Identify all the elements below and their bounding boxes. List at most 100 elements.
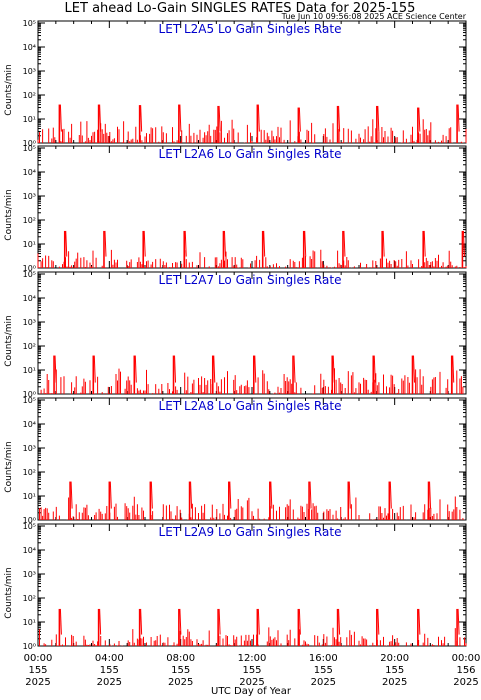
y-tick-label: 10³: [23, 67, 36, 76]
spike-tail: [377, 105, 380, 132]
y-tick-label: 10⁰: [23, 139, 36, 148]
y-tick-label: 10⁵: [23, 144, 36, 153]
spike-tail: [213, 355, 216, 383]
spike-tail: [457, 608, 460, 635]
spike-tail: [99, 608, 102, 635]
spike-tail: [257, 608, 260, 635]
spike-tail: [382, 230, 385, 257]
y-tick-label: 10⁰: [23, 390, 36, 399]
x-tick-label-line: 2025: [382, 677, 407, 688]
baseline-noise: [37, 249, 467, 268]
x-tick-label-line: 155: [28, 665, 47, 676]
spike-tail: [140, 608, 143, 635]
spike-tail: [338, 105, 341, 132]
panel-frame: [37, 523, 467, 647]
y-tick-label: 10³: [23, 570, 36, 579]
x-tick-label-line: 156: [456, 665, 475, 676]
spike-tail: [257, 104, 260, 132]
spike-tail: [298, 107, 301, 132]
x-tick-label-line: 20:00: [380, 653, 409, 664]
y-tick-label: 10⁴: [23, 294, 36, 303]
spike-tail: [348, 481, 351, 509]
spike-tail: [270, 481, 273, 509]
y-tick-label: 10⁵: [23, 522, 36, 531]
spike-tail: [389, 481, 392, 509]
x-tick-label-line: 00:00: [452, 653, 481, 664]
spike-tail: [309, 481, 312, 509]
spike-tail: [179, 104, 182, 132]
y-axis-label: Counts/min: [4, 189, 14, 240]
y-tick-label: 10⁵: [23, 270, 36, 279]
spike-tail: [218, 105, 221, 132]
panel-1: 10⁰ 10¹ 10² 10³ 10⁴ 10⁵ Counts/min LET L2A5 Lo …: [4, 19, 467, 148]
spike-tail: [429, 481, 432, 509]
spike-tail: [54, 355, 57, 383]
spike-tail: [423, 230, 426, 257]
y-tick-label: 10³: [23, 318, 36, 327]
y-tick-label: 10⁴: [23, 43, 36, 52]
x-tick-label-line: 155: [242, 665, 261, 676]
y-tick-label: 10²: [23, 594, 36, 603]
x-tick-label-line: 2025: [453, 677, 478, 688]
y-tick-label: 10³: [23, 192, 36, 201]
spike-tail: [293, 355, 296, 383]
spike-tail: [332, 355, 335, 383]
spike-tail: [218, 608, 221, 635]
spike-tail: [109, 481, 112, 509]
spike-tail: [343, 230, 346, 257]
y-tick-label: 10³: [23, 444, 36, 453]
series-rate: [39, 608, 467, 646]
x-tick-label-line: 04:00: [95, 653, 124, 664]
spike-tail: [59, 608, 62, 635]
panel-2: 10⁰ 10¹ 10² 10³ 10⁴ 10⁵ Counts/min LET L2A6 Lo …: [4, 144, 467, 273]
baseline-noise: [40, 368, 464, 394]
spike-tail: [418, 608, 421, 635]
x-tick-label-line: 12:00: [238, 653, 267, 664]
y-tick-label: 10⁵: [23, 19, 36, 28]
spike-tail: [93, 355, 96, 383]
y-tick-label: 10⁴: [23, 168, 36, 177]
x-tick-label-line: 155: [314, 665, 333, 676]
spike-tail: [179, 608, 182, 635]
spike-tail: [174, 355, 177, 383]
spike-tail: [143, 230, 146, 257]
spike-tail: [184, 230, 187, 257]
y-tick-label: 10²: [23, 216, 36, 225]
x-tick-label-line: 2025: [168, 677, 193, 688]
spike-tail: [104, 230, 107, 257]
y-axis-label: Counts/min: [4, 64, 14, 115]
y-tick-label: 10¹: [23, 492, 36, 501]
spike-tail: [338, 608, 341, 635]
spike-tail: [377, 608, 380, 635]
spike-tail: [229, 481, 232, 509]
timestamp: Tue Jun 10 09:56:08 2025 ACE Science Cen…: [281, 12, 467, 21]
y-axis-label: Counts/min: [4, 567, 14, 618]
spike-tail: [140, 105, 143, 132]
series-rate: [39, 481, 465, 520]
panel-frame: [37, 397, 467, 521]
chart-title: LET ahead Lo-Gain SINGLES RATES Data for…: [65, 1, 416, 16]
spike-tail: [150, 481, 153, 509]
x-tick-label-line: 2025: [25, 677, 50, 688]
spike-tail: [373, 355, 376, 383]
y-axis-label: Counts/min: [4, 441, 14, 492]
y-axis-label: Counts/min: [4, 315, 14, 366]
y-tick-label: 10¹: [23, 115, 36, 124]
panel-title: LET L2A7 Lo Gain Singles Rate: [159, 273, 342, 287]
y-tick-label: 10⁰: [23, 642, 36, 651]
panel-frame: [37, 271, 467, 395]
y-tick-label: 10⁰: [23, 516, 36, 525]
panel-frame: [37, 20, 467, 144]
x-tick-label-line: 155: [100, 665, 119, 676]
x-tick-label-line: 155: [385, 665, 404, 676]
x-tick-label-line: 2025: [239, 677, 264, 688]
x-tick-label-line: 155: [171, 665, 190, 676]
y-tick-label: 10²: [23, 342, 36, 351]
panel-title: LET L2A8 Lo Gain Singles Rate: [159, 399, 342, 413]
spike-tail: [413, 355, 415, 383]
